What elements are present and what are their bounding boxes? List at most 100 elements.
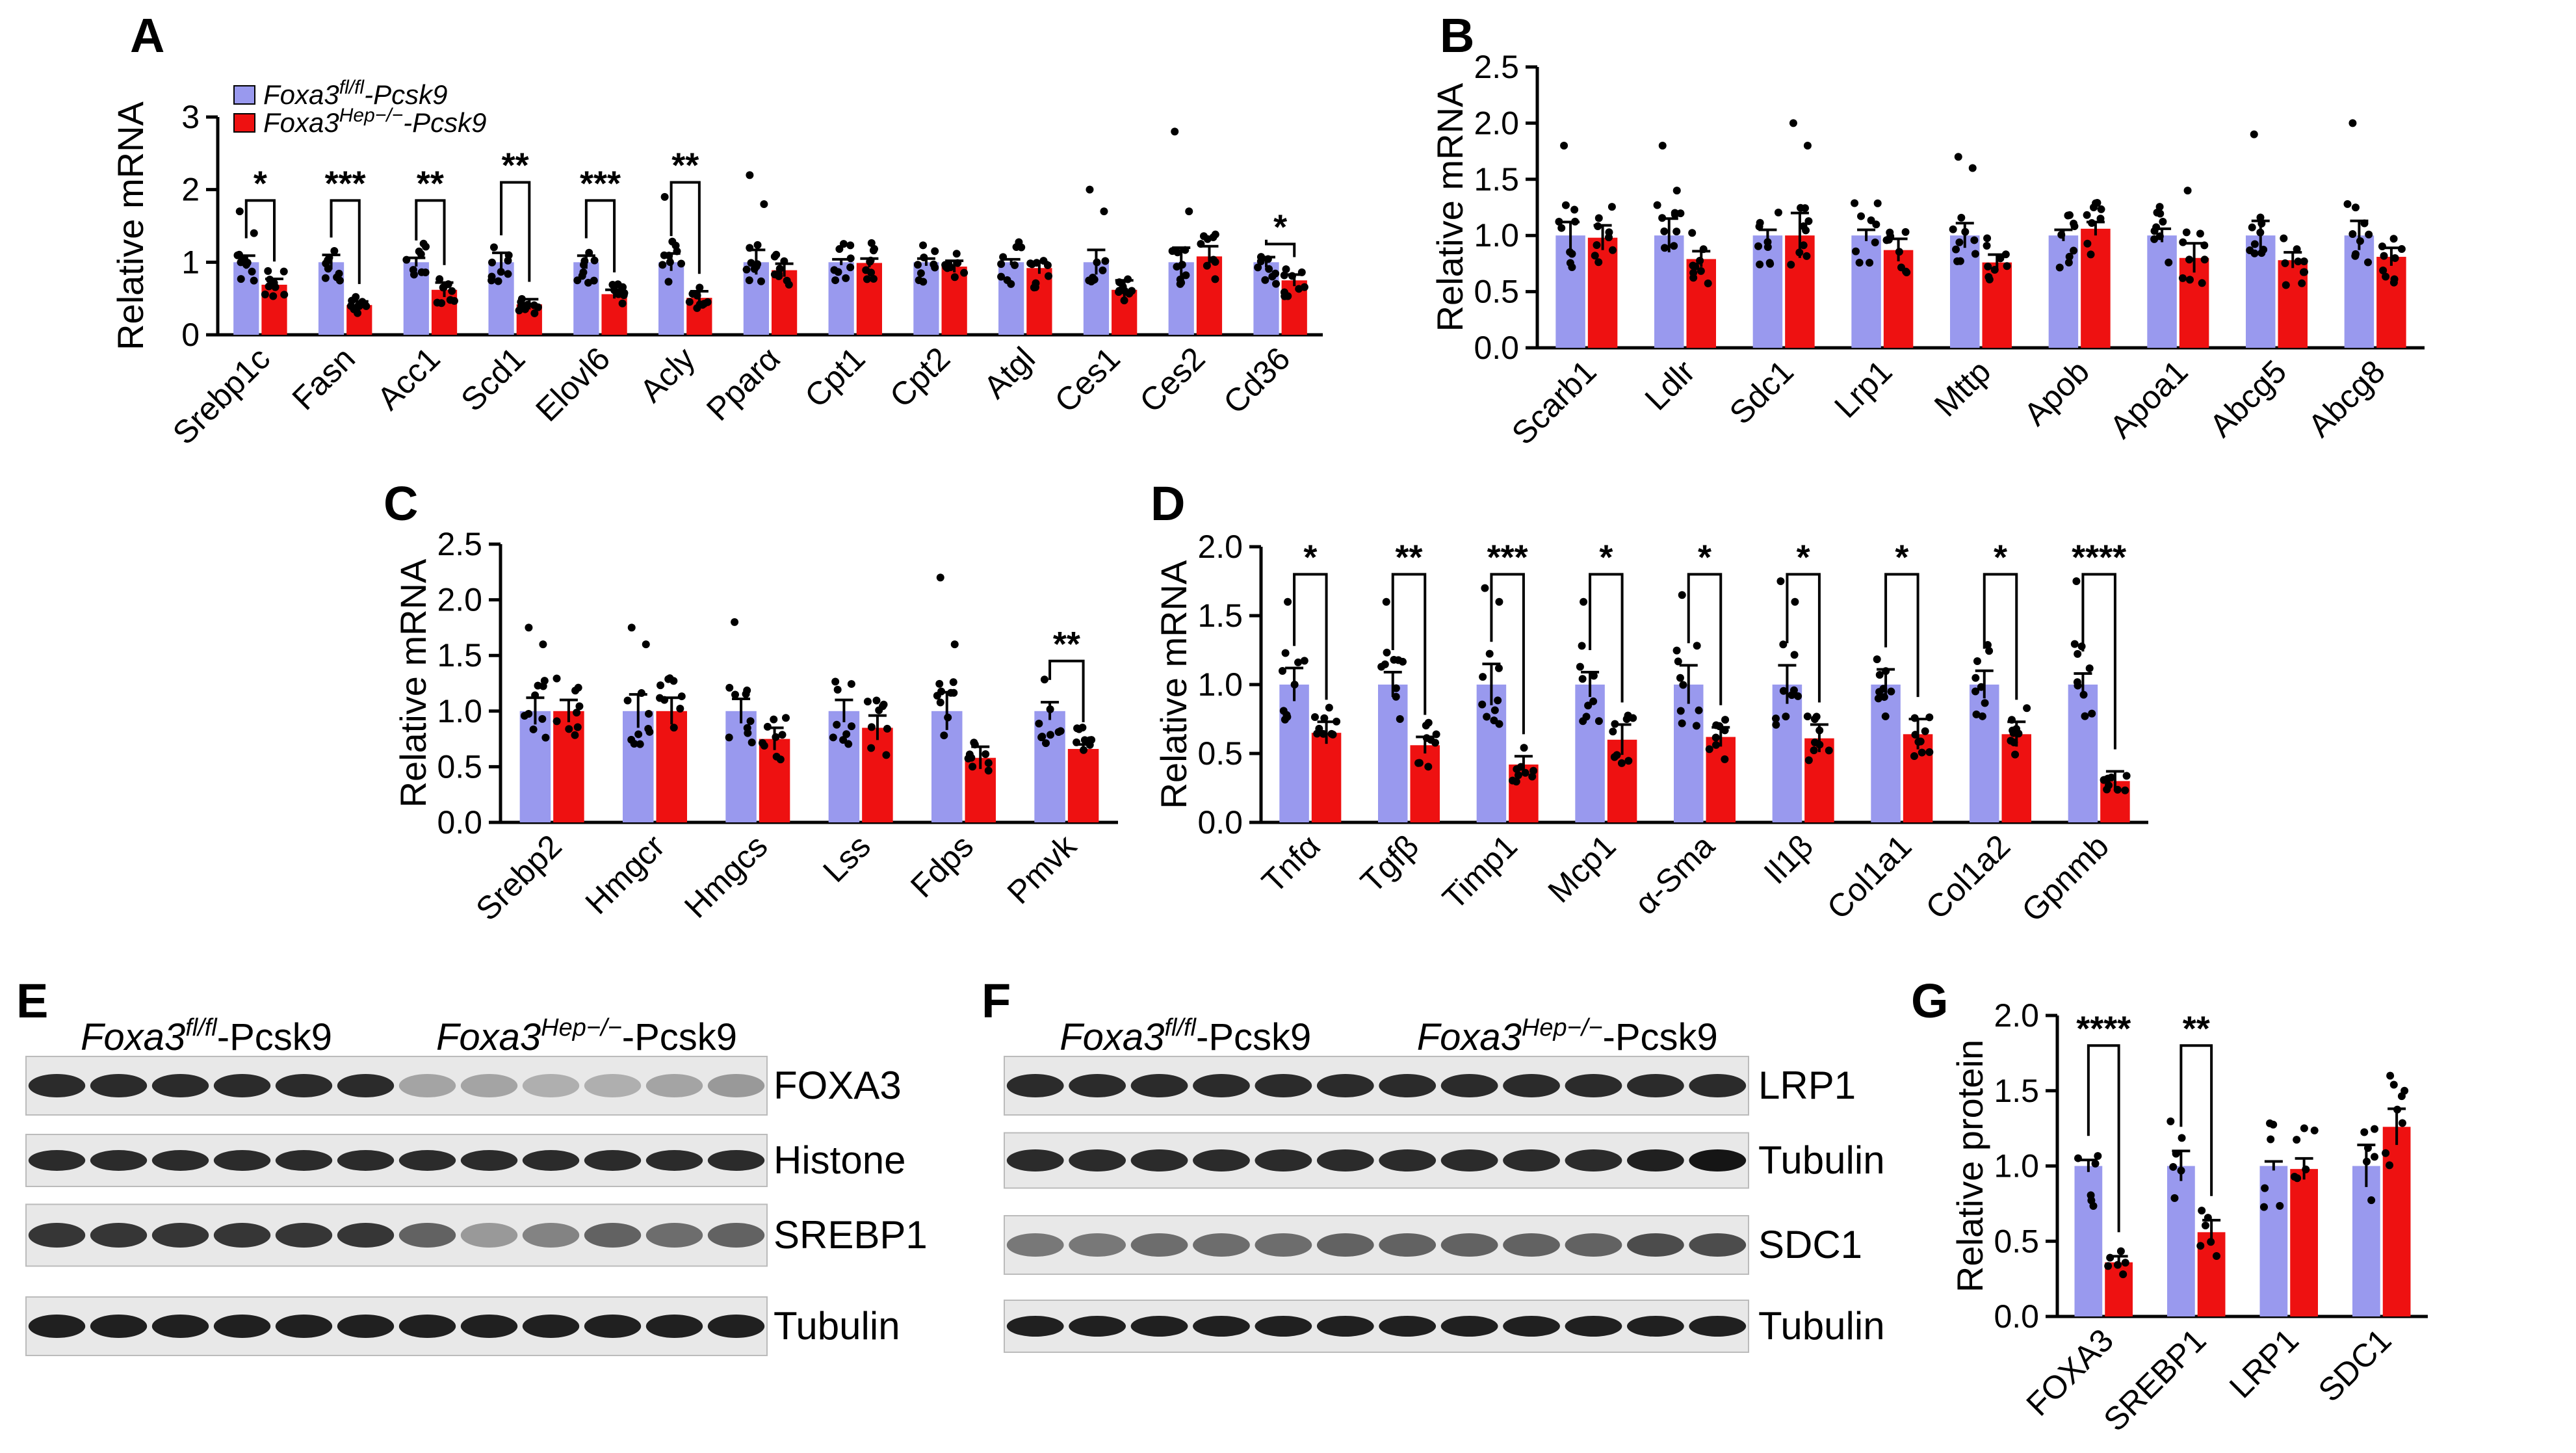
- data-point: [677, 692, 686, 701]
- data-point: [504, 270, 512, 278]
- significance-label: **: [1395, 538, 1422, 577]
- data-point: [1971, 250, 1979, 258]
- data-point: [960, 268, 969, 277]
- data-point: [2081, 712, 2089, 720]
- data-point: [944, 713, 952, 722]
- data-point: [1766, 259, 1775, 268]
- data-point: [1521, 768, 1529, 777]
- blot-band: [213, 1223, 271, 1248]
- data-point: [1866, 259, 1874, 267]
- blot-group-part: -Pcsk9: [1603, 1016, 1718, 1058]
- data-point: [2070, 219, 2078, 228]
- data-point: [1594, 222, 1602, 230]
- data-point: [2280, 234, 2288, 242]
- blot-band: [707, 1315, 765, 1338]
- data-point: [872, 696, 881, 705]
- data-point: [565, 725, 573, 733]
- data-point: [2085, 664, 2094, 673]
- significance-label: **: [502, 146, 529, 185]
- data-point: [1479, 673, 1487, 681]
- data-point: [1825, 746, 1833, 755]
- data-point: [997, 260, 1006, 268]
- data-point-outlier: [2400, 1086, 2409, 1095]
- data-point: [863, 698, 872, 706]
- data-point: [1971, 674, 1980, 682]
- data-point: [2100, 776, 2108, 784]
- blot-band: [1626, 1316, 1684, 1337]
- data-point-outlier: [2072, 577, 2081, 585]
- blot-band: [1006, 1074, 1064, 1097]
- y-tick-label: 1.5: [1474, 161, 1519, 198]
- significance-bracket: [1983, 573, 2018, 700]
- data-point-outlier: [2348, 119, 2357, 127]
- data-point: [1557, 224, 1566, 232]
- blot-row-label: SREBP1: [774, 1213, 928, 1257]
- data-point: [2386, 1161, 2394, 1170]
- data-point: [1032, 279, 1040, 287]
- data-point: [1570, 205, 1579, 214]
- blot-band: [460, 1150, 518, 1171]
- data-point: [952, 250, 961, 258]
- data-point: [757, 277, 765, 285]
- data-point: [497, 268, 505, 276]
- panel-letter-a: A: [130, 8, 164, 62]
- data-point: [585, 248, 593, 257]
- blot-band: [522, 1223, 580, 1248]
- data-point: [1327, 729, 1336, 738]
- data-point: [2087, 250, 2095, 259]
- data-point: [2001, 250, 2010, 259]
- data-point: [866, 257, 874, 266]
- data-point: [1178, 261, 1186, 269]
- data-point: [778, 731, 787, 739]
- data-point: [1271, 269, 1280, 278]
- significance-label: *: [1994, 538, 2007, 577]
- blot-group-label: Foxa3Hep−/−-Pcsk9: [1417, 1014, 1718, 1058]
- legend-sup: Hep−/−: [339, 105, 403, 126]
- bar-control: [1772, 685, 1802, 822]
- data-point: [235, 250, 244, 259]
- data-point: [1810, 715, 1819, 724]
- bar-control: [658, 262, 684, 335]
- data-point: [1879, 685, 1888, 693]
- blot-band: [1069, 1233, 1126, 1257]
- data-point: [2178, 1134, 2186, 1142]
- data-point: [1578, 675, 1587, 683]
- bar-control: [2068, 685, 2098, 822]
- blot-band: [1006, 1316, 1064, 1337]
- data-point: [950, 273, 959, 281]
- data-point: [1528, 772, 1537, 781]
- data-point: [2257, 219, 2266, 228]
- data-point: [2200, 255, 2209, 264]
- bar-ko: [1410, 745, 1440, 822]
- data-point: [2107, 773, 2116, 781]
- bar-ko: [1311, 733, 1342, 822]
- x-tick-label: Col1a1: [1820, 828, 1919, 926]
- data-point: [2088, 219, 2096, 228]
- data-point: [829, 733, 837, 742]
- data-point: [2087, 1191, 2095, 1199]
- significance-bracket: [584, 199, 616, 272]
- data-point: [1046, 731, 1054, 739]
- data-point: [541, 733, 550, 742]
- blot-band: [584, 1223, 642, 1248]
- data-point-outlier: [1185, 207, 1193, 216]
- blot-band: [1069, 1316, 1126, 1337]
- blot-band: [1255, 1074, 1312, 1097]
- data-point: [1996, 254, 2005, 263]
- data-point: [1211, 275, 1219, 283]
- data-point: [264, 267, 272, 275]
- data-point: [2371, 1125, 2379, 1133]
- chart-panel-a: A 0 1 2 3 Relative mRNA Srebp1c Fasn Acc1 Scd1Elo…: [110, 8, 1323, 451]
- data-point: [1555, 217, 1563, 226]
- x-tick-label: Mcp1: [1541, 828, 1623, 910]
- data-point-outlier: [1968, 164, 1977, 172]
- data-point: [831, 276, 840, 285]
- x-tick-label: Atgl: [977, 340, 1043, 406]
- data-point: [271, 283, 280, 291]
- data-point-outlier: [950, 640, 959, 649]
- data-point: [2074, 1154, 2083, 1162]
- data-point: [1593, 241, 1601, 250]
- data-point: [2207, 1238, 2215, 1246]
